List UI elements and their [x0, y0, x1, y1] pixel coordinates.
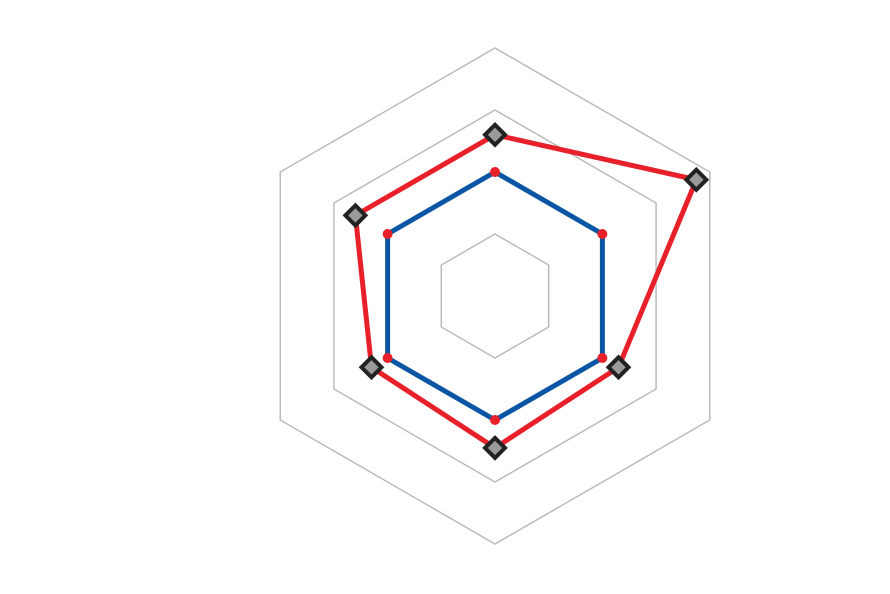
- marker: [482, 435, 508, 461]
- marker: [597, 229, 608, 239]
- marker: [342, 202, 369, 229]
- marker: [358, 354, 385, 381]
- series-line: [385, 169, 605, 423]
- marker: [382, 353, 393, 363]
- marker: [683, 166, 710, 193]
- marker: [382, 229, 393, 239]
- grid-ring: [279, 47, 711, 545]
- marker: [490, 415, 500, 425]
- marker: [482, 121, 508, 148]
- grid-ring: [440, 233, 550, 359]
- marker: [605, 354, 632, 381]
- marker: [597, 353, 608, 363]
- grid-ring: [333, 109, 657, 483]
- marker: [490, 167, 500, 177]
